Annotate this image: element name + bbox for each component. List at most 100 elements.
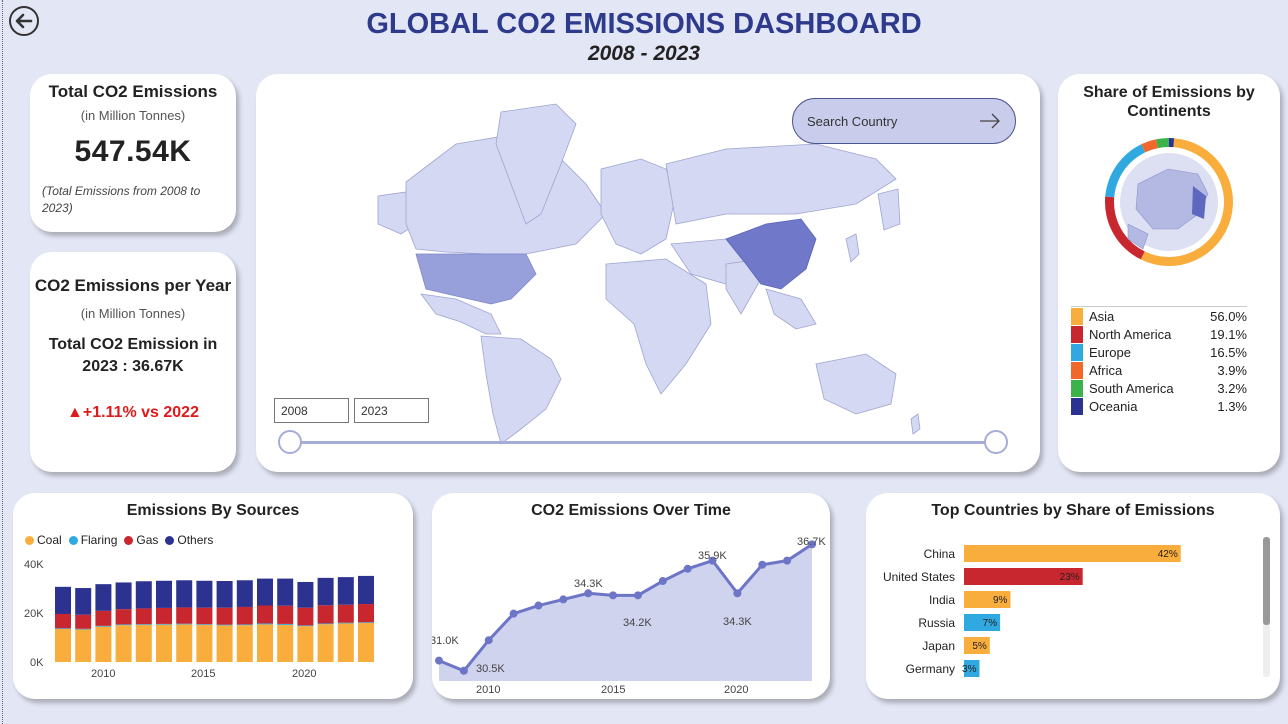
bar-gas-2013[interactable]: [156, 607, 172, 624]
legend-gas[interactable]: Gas: [124, 533, 158, 547]
legend-row-asia[interactable]: Asia 56.0%: [1071, 307, 1247, 325]
bar-coal-2022[interactable]: [337, 623, 354, 662]
donut-slice-africa[interactable]: [1141, 139, 1158, 153]
bar-coal-2019[interactable]: [277, 624, 294, 662]
bar-others-2012[interactable]: [135, 581, 152, 609]
bar-others-2016[interactable]: [216, 581, 233, 608]
bar-coal-2017[interactable]: [236, 625, 253, 662]
bar-flaring-2011[interactable]: [115, 624, 132, 626]
bar-flaring-2013[interactable]: [156, 623, 172, 625]
point-2020[interactable]: [733, 589, 742, 598]
year-slider-start-handle[interactable]: [278, 430, 302, 454]
bar-coal-2020[interactable]: [297, 626, 314, 662]
country-bar-india[interactable]: [964, 591, 1011, 608]
bar-flaring-2016[interactable]: [216, 624, 233, 626]
legend-others[interactable]: Others: [165, 533, 213, 547]
bar-flaring-2010[interactable]: [95, 625, 112, 627]
point-2022[interactable]: [783, 556, 792, 565]
point-2010[interactable]: [484, 636, 493, 645]
bar-coal-2021[interactable]: [317, 624, 334, 662]
bar-others-2017[interactable]: [236, 580, 253, 607]
country-bar-japan[interactable]: [964, 637, 990, 654]
bar-others-2020[interactable]: [297, 581, 314, 608]
bar-gas-2019[interactable]: [277, 605, 294, 624]
point-2011[interactable]: [509, 609, 518, 618]
country-bar-germany[interactable]: [964, 660, 980, 677]
point-2023[interactable]: [808, 540, 816, 549]
bar-gas-2012[interactable]: [135, 608, 152, 625]
point-2018[interactable]: [683, 564, 692, 573]
sources-stacked-bar-chart[interactable]: 40K 20K 0K 2010 2015 2020: [13, 493, 413, 699]
bar-gas-2011[interactable]: [115, 609, 132, 625]
point-2012[interactable]: [534, 601, 543, 610]
bar-others-2019[interactable]: [277, 578, 294, 606]
bar-gas-2021[interactable]: [317, 605, 334, 624]
donut-slice-north-america[interactable]: [1105, 196, 1145, 260]
back-button[interactable]: [9, 6, 39, 36]
legend-coal[interactable]: Coal: [25, 533, 62, 547]
bar-flaring-2017[interactable]: [236, 624, 253, 626]
bar-coal-2018[interactable]: [257, 624, 273, 662]
bar-coal-2008[interactable]: [55, 629, 71, 662]
bar-others-2009[interactable]: [75, 588, 92, 615]
point-2015[interactable]: [609, 591, 618, 600]
point-2013[interactable]: [559, 595, 568, 604]
bar-gas-2018[interactable]: [257, 605, 273, 624]
bar-gas-2009[interactable]: [75, 614, 92, 629]
bar-flaring-2009[interactable]: [75, 628, 92, 630]
bar-coal-2013[interactable]: [156, 624, 172, 662]
bar-others-2015[interactable]: [196, 580, 213, 608]
countries-scrollbar[interactable]: [1263, 537, 1270, 677]
legend-flaring[interactable]: Flaring: [68, 533, 117, 547]
bar-others-2008[interactable]: [55, 586, 71, 614]
bar-coal-2012[interactable]: [135, 624, 152, 662]
bar-flaring-2020[interactable]: [297, 625, 314, 627]
bar-others-2010[interactable]: [95, 584, 112, 611]
bar-coal-2011[interactable]: [115, 625, 132, 662]
bar-gas-2017[interactable]: [236, 606, 253, 625]
bar-coal-2009[interactable]: [75, 629, 92, 662]
point-2016[interactable]: [633, 591, 642, 600]
point-2008[interactable]: [435, 656, 443, 665]
point-2017[interactable]: [658, 577, 667, 586]
bar-others-2013[interactable]: [156, 580, 172, 608]
bar-flaring-2022[interactable]: [337, 622, 354, 624]
legend-row-europe[interactable]: Europe 16.5%: [1071, 343, 1247, 361]
bar-flaring-2015[interactable]: [196, 624, 213, 625]
continent-donut-chart[interactable]: [1058, 134, 1280, 274]
arrow-right-icon[interactable]: [979, 113, 1001, 129]
bar-gas-2020[interactable]: [297, 607, 314, 626]
legend-row-south-america[interactable]: South America 3.2%: [1071, 379, 1247, 397]
bar-gas-2010[interactable]: [95, 610, 112, 626]
time-area-chart[interactable]: 31.0K 30.5K 34.3K 34.2K 35.9K 34.3K 36.7…: [432, 493, 830, 699]
bar-coal-2023[interactable]: [358, 622, 374, 662]
bar-flaring-2019[interactable]: [277, 623, 294, 625]
bar-flaring-2012[interactable]: [135, 624, 152, 625]
bar-others-2011[interactable]: [115, 582, 132, 610]
bar-coal-2010[interactable]: [95, 626, 112, 662]
bar-others-2021[interactable]: [317, 577, 334, 606]
legend-row-north-america[interactable]: North America 19.1%: [1071, 325, 1247, 343]
bar-gas-2023[interactable]: [358, 604, 374, 623]
bar-flaring-2014[interactable]: [176, 623, 193, 625]
bar-flaring-2018[interactable]: [257, 623, 273, 625]
bar-gas-2016[interactable]: [216, 607, 233, 625]
bar-others-2014[interactable]: [176, 580, 193, 608]
donut-slice-oceania[interactable]: [1168, 138, 1175, 148]
year-from-input[interactable]: 2008: [274, 398, 349, 423]
bar-others-2023[interactable]: [358, 575, 374, 605]
bar-others-2018[interactable]: [257, 578, 273, 606]
country-bar-united-states[interactable]: [964, 568, 1083, 585]
bar-coal-2016[interactable]: [216, 625, 233, 662]
legend-row-oceania[interactable]: Oceania 1.3%: [1071, 397, 1247, 415]
bar-gas-2008[interactable]: [55, 613, 71, 629]
point-2009[interactable]: [459, 666, 468, 675]
bar-flaring-2023[interactable]: [358, 622, 374, 623]
bar-gas-2015[interactable]: [196, 607, 213, 625]
year-slider-end-handle[interactable]: [984, 430, 1008, 454]
countries-scroll-thumb[interactable]: [1263, 537, 1270, 625]
search-country-input[interactable]: Search Country: [792, 98, 1016, 144]
bar-flaring-2008[interactable]: [55, 628, 71, 630]
donut-slice-europe[interactable]: [1105, 144, 1146, 198]
point-2019[interactable]: [708, 556, 717, 565]
